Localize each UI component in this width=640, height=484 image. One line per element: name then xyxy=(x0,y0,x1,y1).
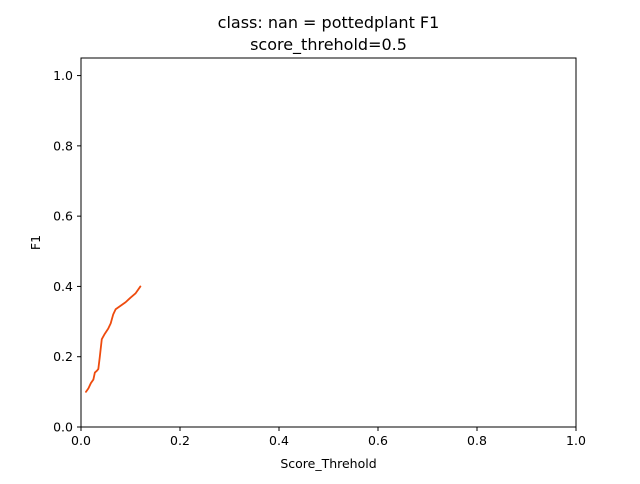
y-tick-label: 0.8 xyxy=(53,138,73,153)
y-axis-ticks: 0.0 0.2 0.4 0.6 0.8 1.0 xyxy=(53,68,81,435)
x-axis-label: Score_Threhold xyxy=(280,456,376,471)
y-tick-label: 0.6 xyxy=(53,209,73,224)
series-line-f1 xyxy=(85,285,142,393)
y-tick-label: 0.4 xyxy=(53,279,73,294)
chart-title-line1: class: nan = pottedplant F1 xyxy=(218,13,440,32)
x-axis-ticks: 0.0 0.2 0.4 0.6 0.8 1.0 xyxy=(71,427,586,448)
x-tick-label: 1.0 xyxy=(566,433,586,448)
x-tick-label: 0.8 xyxy=(467,433,487,448)
plot-area-frame xyxy=(80,57,577,428)
chart-title-line2: score_threhold=0.5 xyxy=(250,35,407,55)
y-tick-label: 0.2 xyxy=(53,349,73,364)
x-tick-label: 0.6 xyxy=(368,433,388,448)
series-group xyxy=(85,285,142,393)
y-axis-label: F1 xyxy=(28,235,43,250)
x-tick-label: 0.0 xyxy=(71,433,91,448)
y-tick-label: 0.0 xyxy=(53,420,73,435)
x-tick-label: 0.2 xyxy=(170,433,190,448)
y-tick-label: 1.0 xyxy=(53,68,73,83)
x-tick-label: 0.4 xyxy=(269,433,289,448)
